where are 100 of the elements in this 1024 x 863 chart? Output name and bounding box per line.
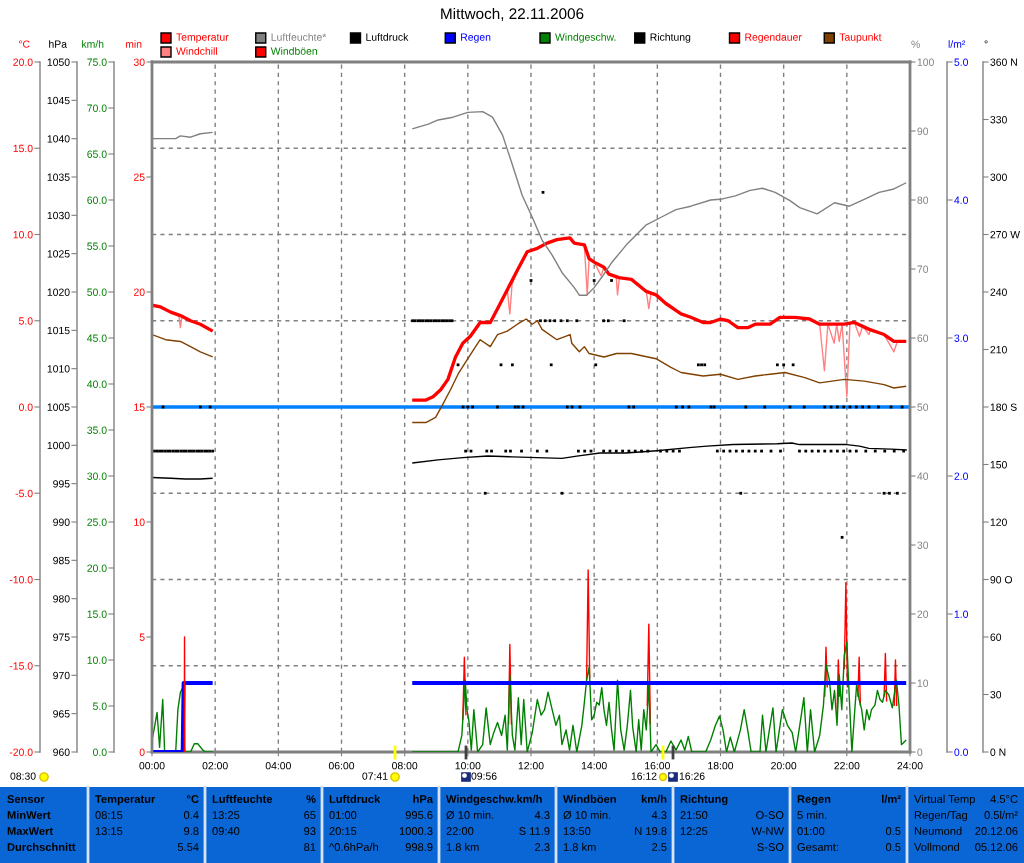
text: Temperatur °C 08:15 0.4 13:15 9.8 5.54 — [95, 795, 199, 851]
y2-tick-label: 965 — [53, 710, 70, 718]
y3-tick-label: 25.0 — [87, 518, 107, 526]
y-axis-title: min — [125, 40, 142, 48]
legend-label: Temperatur — [176, 33, 229, 43]
legend-label: Windböen — [270, 47, 317, 55]
y-tick-label: 20.0 — [13, 58, 33, 66]
y-tick-label: 5 — [139, 633, 145, 641]
y2-tick-label: 2.0 — [954, 472, 969, 480]
text: Sensor MinWert MaxWert Durchschnitt — [7, 795, 76, 851]
text: 09:56 — [471, 772, 497, 780]
text: Richtung 21:50 O-SO 12:25 W-NW S-SO — [680, 794, 784, 851]
y3-tick-label: 330 — [990, 116, 1007, 124]
x-tick-label: 00:00 — [139, 762, 165, 770]
y3-tick-label: 20.0 — [87, 564, 107, 572]
y2-tick-label: 990 — [53, 518, 70, 526]
y3-tick-label: 30 — [990, 691, 1002, 699]
y2-tick-label: 0.0 — [954, 748, 969, 756]
y-tick-label: 10.0 — [13, 231, 33, 239]
y2-tick-label: 1015 — [47, 326, 70, 335]
y-tick-label: 20 — [917, 610, 929, 618]
text: Luftdruck hPa 01:00 995.6 20:15 1000.3 ^0.6hPa/h 998.9 — [329, 794, 434, 851]
y3-axis-title: km/h — [82, 40, 104, 48]
y-tick-label: 10 — [917, 679, 929, 687]
y-tick-label: 0 — [917, 748, 923, 756]
legend-label: Windgeschw. — [555, 33, 616, 43]
y2-axis-title: hPa — [49, 40, 67, 48]
y3-tick-label: 210 — [990, 346, 1007, 354]
y2-tick-label: 1030 — [47, 211, 70, 220]
x-tick-label: 04:00 — [265, 762, 291, 770]
text: Windgeschw.km/h Ø 10 min. 4.3 22:00 S 11.9 1.8 km 2.3 — [446, 794, 550, 851]
y-tick-label: 60 — [917, 334, 929, 342]
text: 08:30 — [10, 772, 36, 780]
text: Virtual Temp 4.5°C Regen/Tag 0.5l/m² Neumond 20.12.06 Vollmond 05.12.06 — [914, 794, 1018, 851]
y3-tick-label: 270 W — [990, 231, 1021, 239]
x-tick-label: 18:00 — [708, 762, 734, 770]
text: 07:41 — [362, 772, 388, 780]
y2-tick-label: 1005 — [47, 403, 70, 411]
y3-tick-label: 240 — [990, 288, 1007, 296]
legend-label: Windchill — [176, 47, 217, 55]
x-tick-label: 20:00 — [771, 762, 797, 770]
y-tick-label: 90 — [917, 127, 929, 135]
y2-tick-label: 4.0 — [954, 196, 969, 204]
x-tick-label: 12:00 — [518, 762, 544, 770]
y2-tick-label: 980 — [53, 595, 70, 603]
y3-tick-label: 60 — [990, 633, 1002, 641]
y-tick-label: -15.0 — [9, 662, 33, 670]
y-tick-label: 20 — [133, 288, 145, 296]
text: Richtung — [650, 33, 691, 43]
y-tick-label: 25 — [133, 173, 145, 181]
y3-tick-label: 40.0 — [87, 380, 107, 388]
y3-tick-label: 360 N — [990, 58, 1017, 66]
y3-tick-label: 75.0 — [87, 58, 107, 66]
y3-tick-label: 30.0 — [87, 472, 107, 480]
y3-tick-label: 5.0 — [92, 702, 107, 710]
y2-tick-label: 1025 — [47, 250, 70, 258]
y2-axis-title: l/m² — [948, 40, 966, 48]
y3-tick-label: 15.0 — [87, 610, 107, 618]
x-tick-label: 14:00 — [581, 762, 607, 770]
y2-tick-label: 1010 — [47, 365, 70, 373]
y-tick-label: 15.0 — [13, 144, 33, 153]
text: Regen l/m² 5 min. 01:00 0.5 Gesamt: 0.5 — [797, 794, 901, 851]
y3-tick-label: 180 S — [990, 403, 1017, 411]
text: Regen — [461, 33, 491, 43]
text: Luftfeuchte % 13:25 65 09:40 93 81 — [212, 794, 316, 851]
y2-tick-label: 985 — [53, 556, 70, 565]
y3-tick-label: 90 O — [990, 576, 1013, 584]
y-tick-label: 15 — [134, 403, 145, 411]
y3-tick-label: 70.0 — [87, 104, 107, 112]
y2-tick-label: 1045 — [47, 96, 70, 105]
y2-tick-label: 960 — [53, 748, 70, 756]
text: Luftfeuchte* — [271, 33, 327, 41]
y-tick-label: -10.0 — [9, 576, 33, 584]
y3-tick-label: 0.0 — [92, 748, 107, 756]
y-tick-label: 0.0 — [18, 403, 33, 411]
y-tick-label: 70 — [917, 265, 929, 273]
x-tick-label: 24:00 — [897, 762, 923, 770]
y3-tick-label: 65.0 — [87, 150, 107, 158]
y3-tick-label: 10.0 — [87, 656, 107, 664]
x-tick-label: 02:00 — [202, 762, 228, 770]
y-tick-label: 100 — [917, 58, 934, 66]
legend-label: Taupunkt — [839, 33, 882, 43]
y2-tick-label: 1000 — [47, 441, 70, 450]
y-tick-label: 0 — [139, 748, 145, 756]
x-tick-label: 08:00 — [392, 762, 418, 770]
y-tick-label: 30 — [133, 58, 145, 66]
y-axis-title: % — [911, 40, 920, 48]
y2-tick-label: 1050 — [47, 58, 70, 66]
legend-label: Luftdruck — [366, 33, 409, 41]
y3-tick-label: 55.0 — [87, 242, 107, 250]
y-tick-label: 10 — [134, 518, 145, 526]
text: Regendauer — [745, 33, 802, 43]
chart-title: Mittwoch, 22.11.2006 — [441, 7, 584, 21]
y3-tick-label: 300 — [990, 173, 1007, 181]
y2-tick-label: 1.0 — [954, 610, 969, 618]
y-axis-title: °C — [18, 40, 30, 48]
y-tick-label: 80 — [917, 196, 929, 204]
y-tick-label: 30 — [917, 541, 929, 549]
y-tick-label: -20.0 — [9, 748, 33, 756]
x-tick-label: 22:00 — [834, 762, 860, 770]
